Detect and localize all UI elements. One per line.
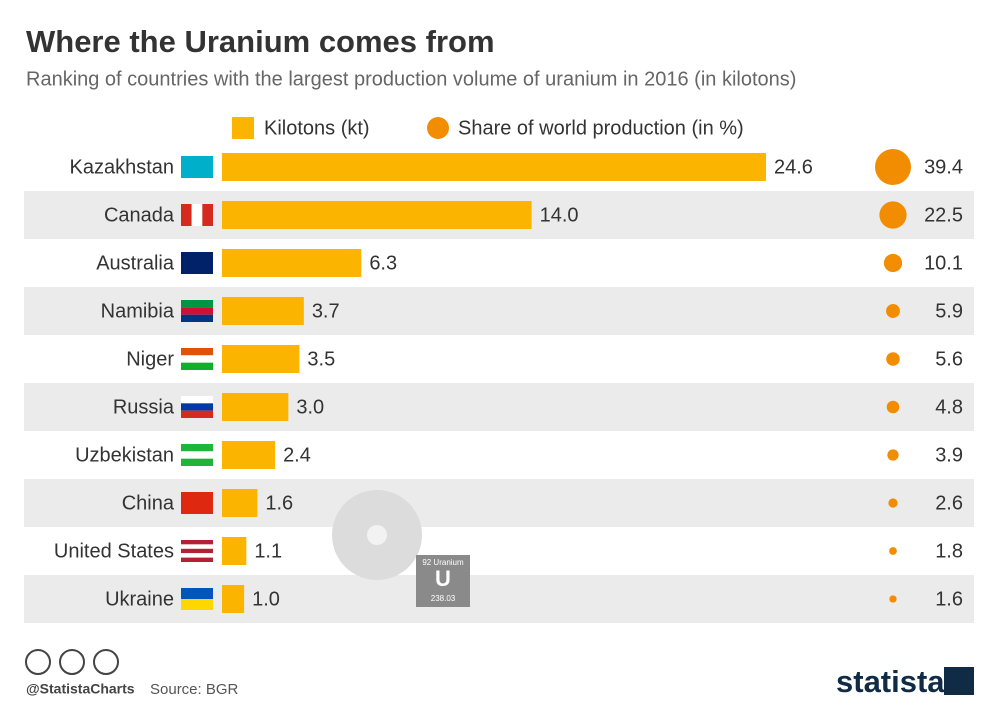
bar: [222, 297, 304, 325]
flag: [181, 307, 213, 315]
value-label: 1.0: [252, 588, 280, 610]
flag: [181, 557, 213, 562]
value-label: 3.0: [296, 396, 324, 418]
category-label: Niger: [126, 348, 174, 370]
flag: [181, 362, 213, 370]
flag: [181, 444, 213, 452]
flag: [181, 156, 213, 178]
bar: [222, 249, 362, 277]
value-label: 2.4: [283, 444, 311, 466]
category-label: Canada: [104, 204, 175, 226]
flag: [181, 548, 213, 554]
flag: [181, 451, 213, 459]
brand: statista: [836, 664, 945, 699]
uranium-illustration: 92 Uranium U 238.03: [332, 490, 470, 607]
bar: [222, 489, 258, 517]
flag: [181, 355, 213, 363]
value-label: 6.3: [369, 252, 397, 274]
category-label: Australia: [96, 252, 175, 274]
flag: [181, 252, 213, 274]
bar: [222, 345, 300, 373]
radiation-center: [367, 525, 387, 545]
bar: [222, 153, 766, 181]
flag: [181, 348, 213, 356]
flag: [202, 204, 213, 226]
legend-swatch: [427, 117, 449, 139]
bubble: [887, 449, 899, 461]
flag: [181, 599, 213, 610]
cc-icon: [25, 649, 51, 675]
flag: [181, 553, 213, 558]
share-label: 5.6: [935, 348, 963, 370]
flag: [181, 492, 213, 514]
bubble: [889, 547, 897, 555]
bubble: [889, 595, 897, 603]
value-label: 1.6: [265, 492, 293, 514]
brand-logo: [944, 667, 974, 695]
share-label: 22.5: [924, 204, 963, 226]
bar: [222, 201, 532, 229]
element-mass: 238.03: [431, 594, 456, 603]
bar: [222, 537, 247, 565]
flag: [181, 410, 213, 418]
value-label: 14.0: [540, 204, 579, 226]
element-number: 92 Uranium: [422, 558, 464, 567]
bar: [222, 441, 276, 469]
legend-swatch: [232, 117, 254, 139]
share-label: 2.6: [935, 492, 963, 514]
nd-icon: [93, 649, 119, 675]
category-label: Uzbekistan: [75, 444, 174, 466]
bubble: [886, 304, 900, 318]
flag: [181, 540, 213, 545]
bubble: [883, 253, 903, 273]
bar: [222, 585, 245, 613]
flag: [181, 403, 213, 411]
element-box: [416, 555, 470, 607]
share-label: 1.8: [935, 540, 963, 562]
value-label: 3.5: [307, 348, 335, 370]
bubble: [879, 201, 907, 229]
credit: @StatistaCharts: [26, 681, 135, 697]
category-label: China: [122, 492, 175, 514]
bar: [222, 393, 289, 421]
share-label: 4.8: [935, 396, 963, 418]
by-icon: [59, 649, 85, 675]
legend-label: Share of world production (in %): [458, 117, 744, 139]
bubble: [886, 352, 900, 366]
value-label: 1.1: [254, 540, 282, 562]
share-label: 5.9: [935, 300, 963, 322]
flag: [181, 544, 213, 549]
flag: [191, 204, 203, 226]
value-label: 3.7: [312, 300, 340, 322]
share-label: 10.1: [924, 252, 963, 274]
flag: [181, 458, 213, 466]
license-icons: [25, 649, 119, 675]
category-label: Kazakhstan: [69, 156, 174, 178]
source: Source: BGR: [150, 681, 239, 698]
legend-label: Kilotons (kt): [264, 117, 370, 139]
flag: [181, 314, 213, 322]
category-label: United States: [54, 540, 174, 562]
share-label: 3.9: [935, 444, 963, 466]
flag: [181, 300, 213, 308]
category-label: Ukraine: [105, 588, 174, 610]
flag: [181, 396, 213, 404]
chart-subtitle: Ranking of countries with the largest pr…: [26, 68, 796, 90]
share-label: 1.6: [935, 588, 963, 610]
category-label: Russia: [113, 396, 175, 418]
flag: [181, 204, 192, 226]
bubble: [886, 400, 900, 414]
category-label: Namibia: [101, 300, 175, 322]
element-symbol: U: [435, 566, 451, 591]
bubble: [888, 498, 898, 508]
bubble: [875, 149, 911, 185]
share-label: 39.4: [924, 156, 963, 178]
value-label: 24.6: [774, 156, 813, 178]
flag: [181, 588, 213, 599]
chart-title: Where the Uranium comes from: [26, 24, 495, 59]
